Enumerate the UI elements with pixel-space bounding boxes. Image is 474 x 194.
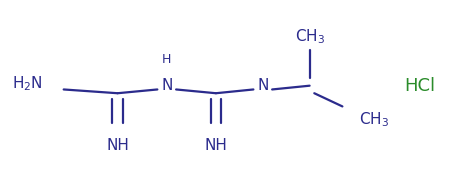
Text: N: N — [161, 78, 173, 93]
Text: HCl: HCl — [404, 77, 435, 95]
Text: CH$_3$: CH$_3$ — [359, 110, 389, 129]
Text: NH: NH — [106, 139, 129, 153]
Text: NH: NH — [204, 139, 228, 153]
Text: H: H — [162, 53, 172, 66]
Text: H$_2$N: H$_2$N — [12, 74, 43, 93]
Text: CH$_3$: CH$_3$ — [294, 27, 325, 46]
Text: N: N — [257, 78, 268, 93]
